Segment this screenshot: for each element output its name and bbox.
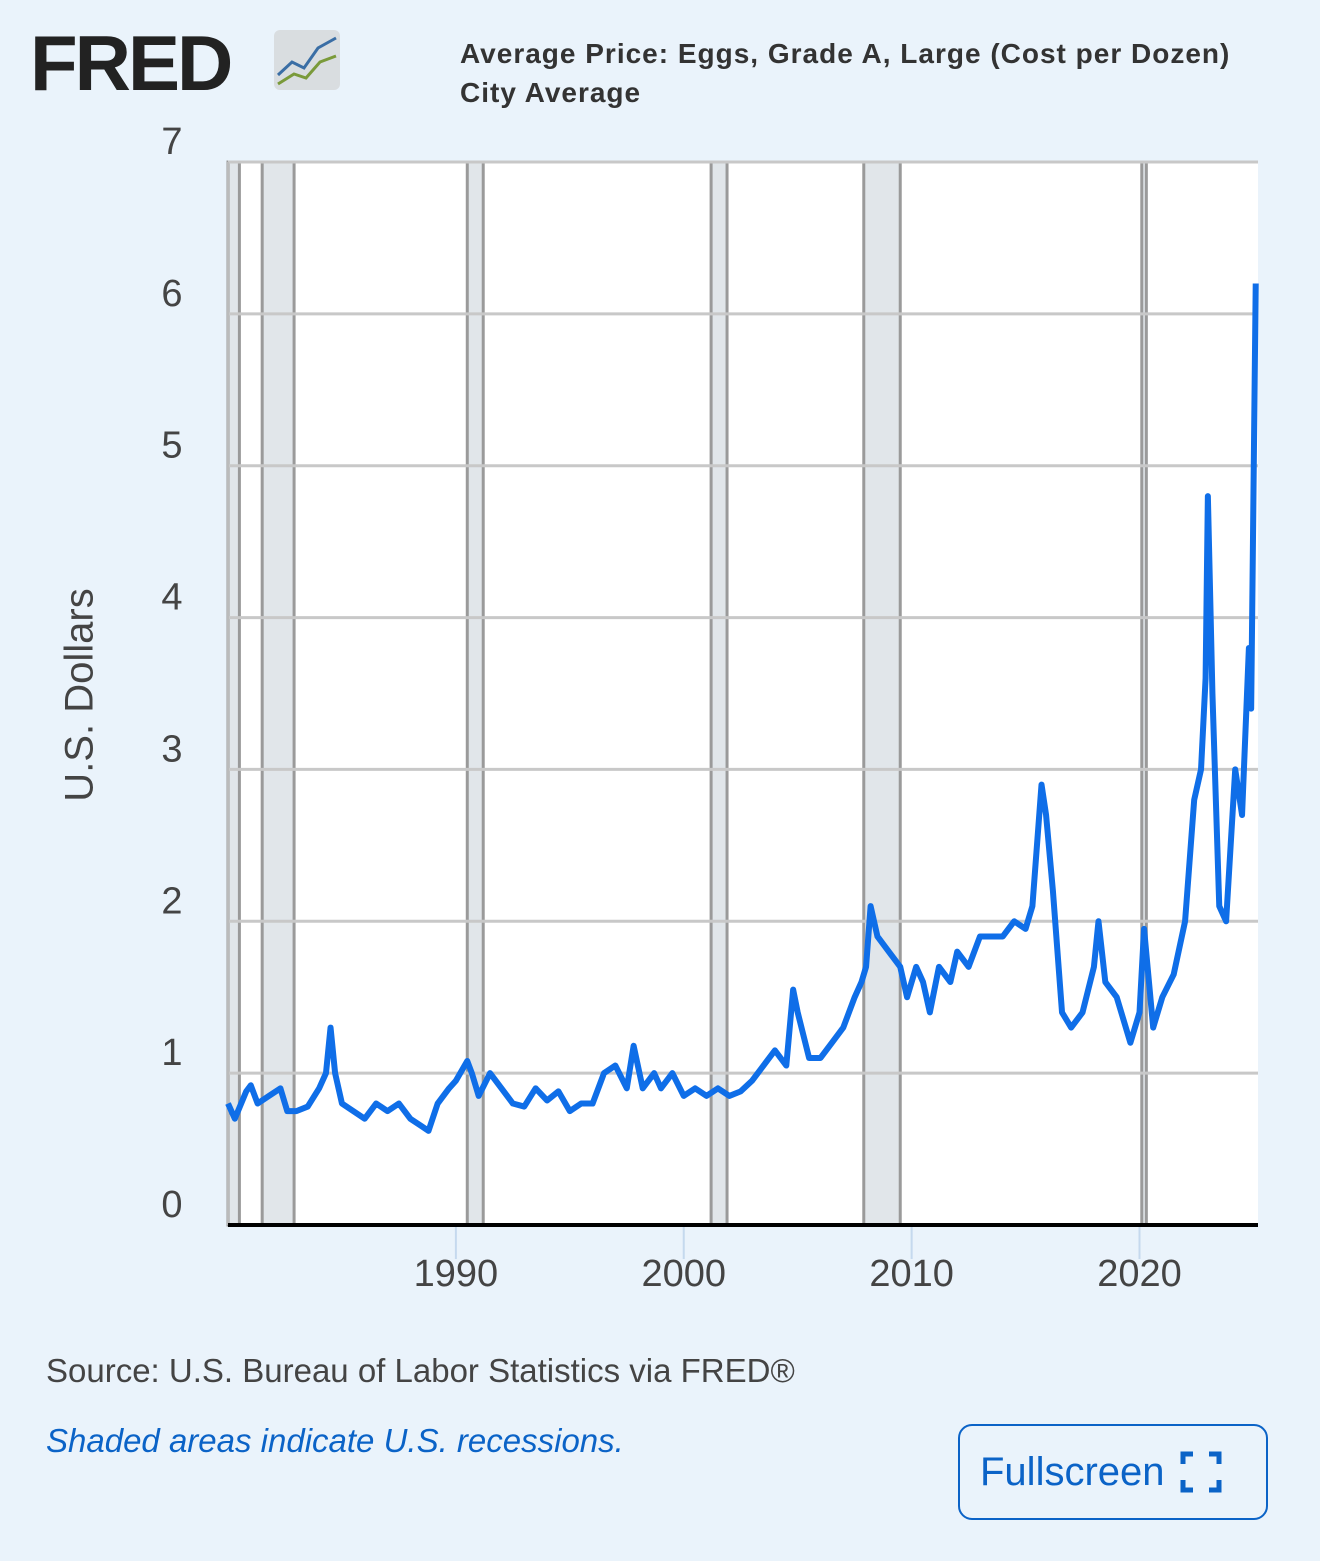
recession xyxy=(260,160,296,1227)
x-tick-label: 1990 xyxy=(414,1253,499,1295)
recession xyxy=(226,160,241,1227)
x-tick-label: 2010 xyxy=(869,1253,954,1295)
y-tick-label: 1 xyxy=(161,1032,182,1074)
legend: Average Price: Eggs, Grade A, Large (Cos… xyxy=(460,34,1320,112)
fullscreen-icon xyxy=(1180,1451,1222,1493)
source: Source: U.S. Bureau of Labor Statistics … xyxy=(46,1352,795,1389)
x-tick-label: 2000 xyxy=(641,1253,726,1295)
y-tick-label: 5 xyxy=(161,425,182,467)
logo-icon-line xyxy=(276,36,337,77)
recession xyxy=(1140,160,1148,1227)
y-tick-label: 6 xyxy=(161,273,182,315)
recession xyxy=(709,160,729,1227)
y-axis-title: U.S. Dollars xyxy=(58,588,102,801)
fullscreen-button[interactable]: Fullscreen xyxy=(958,1424,1268,1520)
button-label: Fullscreen xyxy=(980,1449,1165,1494)
y-tick-label: 4 xyxy=(161,577,182,619)
line xyxy=(225,283,1259,1134)
note: Shaded areas indicate U.S. recessions. xyxy=(46,1422,624,1459)
y-tick-label: 2 xyxy=(161,880,182,922)
y-tick-label: 3 xyxy=(161,728,182,770)
logo: FRED xyxy=(30,19,233,107)
plot-area xyxy=(228,162,1258,1225)
legend-label: Average Price: Eggs, Grade A, Large (Cos… xyxy=(460,38,1231,108)
y-tick-label: 7 xyxy=(161,121,182,163)
x-tick-label: 2020 xyxy=(1097,1253,1182,1295)
y-tick-label: 0 xyxy=(161,1184,182,1226)
logo-icon-line xyxy=(277,54,337,86)
recession xyxy=(862,160,902,1227)
